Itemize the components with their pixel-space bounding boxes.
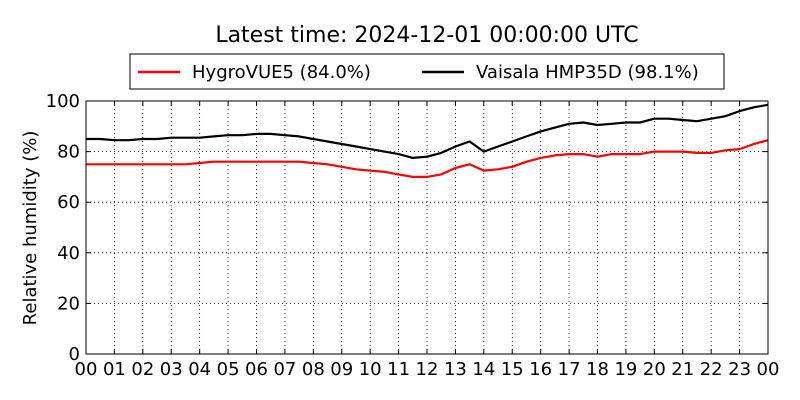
y-tick-label: 40 bbox=[57, 243, 80, 264]
series-line-hygrovue5 bbox=[86, 139, 769, 178]
x-tick-label: 09 bbox=[330, 359, 353, 380]
x-tick-label: 20 bbox=[643, 359, 666, 380]
legend-label-hygrovue5: HygroVUE5 (84.0%) bbox=[192, 62, 371, 83]
x-tick-label: 02 bbox=[131, 359, 154, 380]
series-line-vaisala bbox=[86, 103, 769, 159]
x-tick-label: 19 bbox=[614, 359, 637, 380]
x-tick-label: 05 bbox=[217, 359, 240, 380]
x-tick-label: 07 bbox=[273, 359, 296, 380]
x-tick-label: 13 bbox=[444, 359, 467, 380]
y-tick-label: 20 bbox=[57, 293, 80, 314]
x-tick-label: 00 bbox=[757, 359, 780, 380]
series-layer bbox=[86, 103, 769, 178]
x-tick-label: 15 bbox=[501, 359, 524, 380]
x-tick-label: 11 bbox=[387, 359, 410, 380]
x-tick-label: 21 bbox=[671, 359, 694, 380]
x-tick-label: 06 bbox=[245, 359, 268, 380]
legend: HygroVUE5 (84.0%) Vaisala HMP35D (98.1%) bbox=[129, 53, 725, 90]
x-tick-label: 17 bbox=[558, 359, 581, 380]
x-tick-label: 00 bbox=[75, 359, 98, 380]
x-tick-label: 12 bbox=[416, 359, 439, 380]
legend-label-vaisala: Vaisala HMP35D (98.1%) bbox=[476, 62, 699, 83]
x-tick-label: 18 bbox=[586, 359, 609, 380]
y-tick-label: 0 bbox=[69, 344, 80, 365]
x-tick-label: 08 bbox=[302, 359, 325, 380]
x-tick-label: 16 bbox=[529, 359, 552, 380]
x-tick-label: 14 bbox=[472, 359, 495, 380]
chart-title: Latest time: 2024-12-01 00:00:00 UTC bbox=[215, 23, 638, 48]
x-tick-label: 01 bbox=[103, 359, 126, 380]
x-tick-label: 10 bbox=[359, 359, 382, 380]
y-tick-label: 80 bbox=[57, 142, 80, 163]
ticks: 00 01 02 03 04 05 06 07 08 09 10 11 12 13 14 15 16 17 18 19… bbox=[46, 91, 780, 380]
y-tick-label: 60 bbox=[57, 192, 80, 213]
y-tick-label: 100 bbox=[46, 91, 80, 112]
x-tick-label: 23 bbox=[728, 359, 751, 380]
x-tick-label: 03 bbox=[160, 359, 183, 380]
y-axis-label: Relative humidity (%) bbox=[20, 131, 41, 326]
x-tick-label: 22 bbox=[700, 359, 723, 380]
x-tick-label: 04 bbox=[188, 359, 211, 380]
